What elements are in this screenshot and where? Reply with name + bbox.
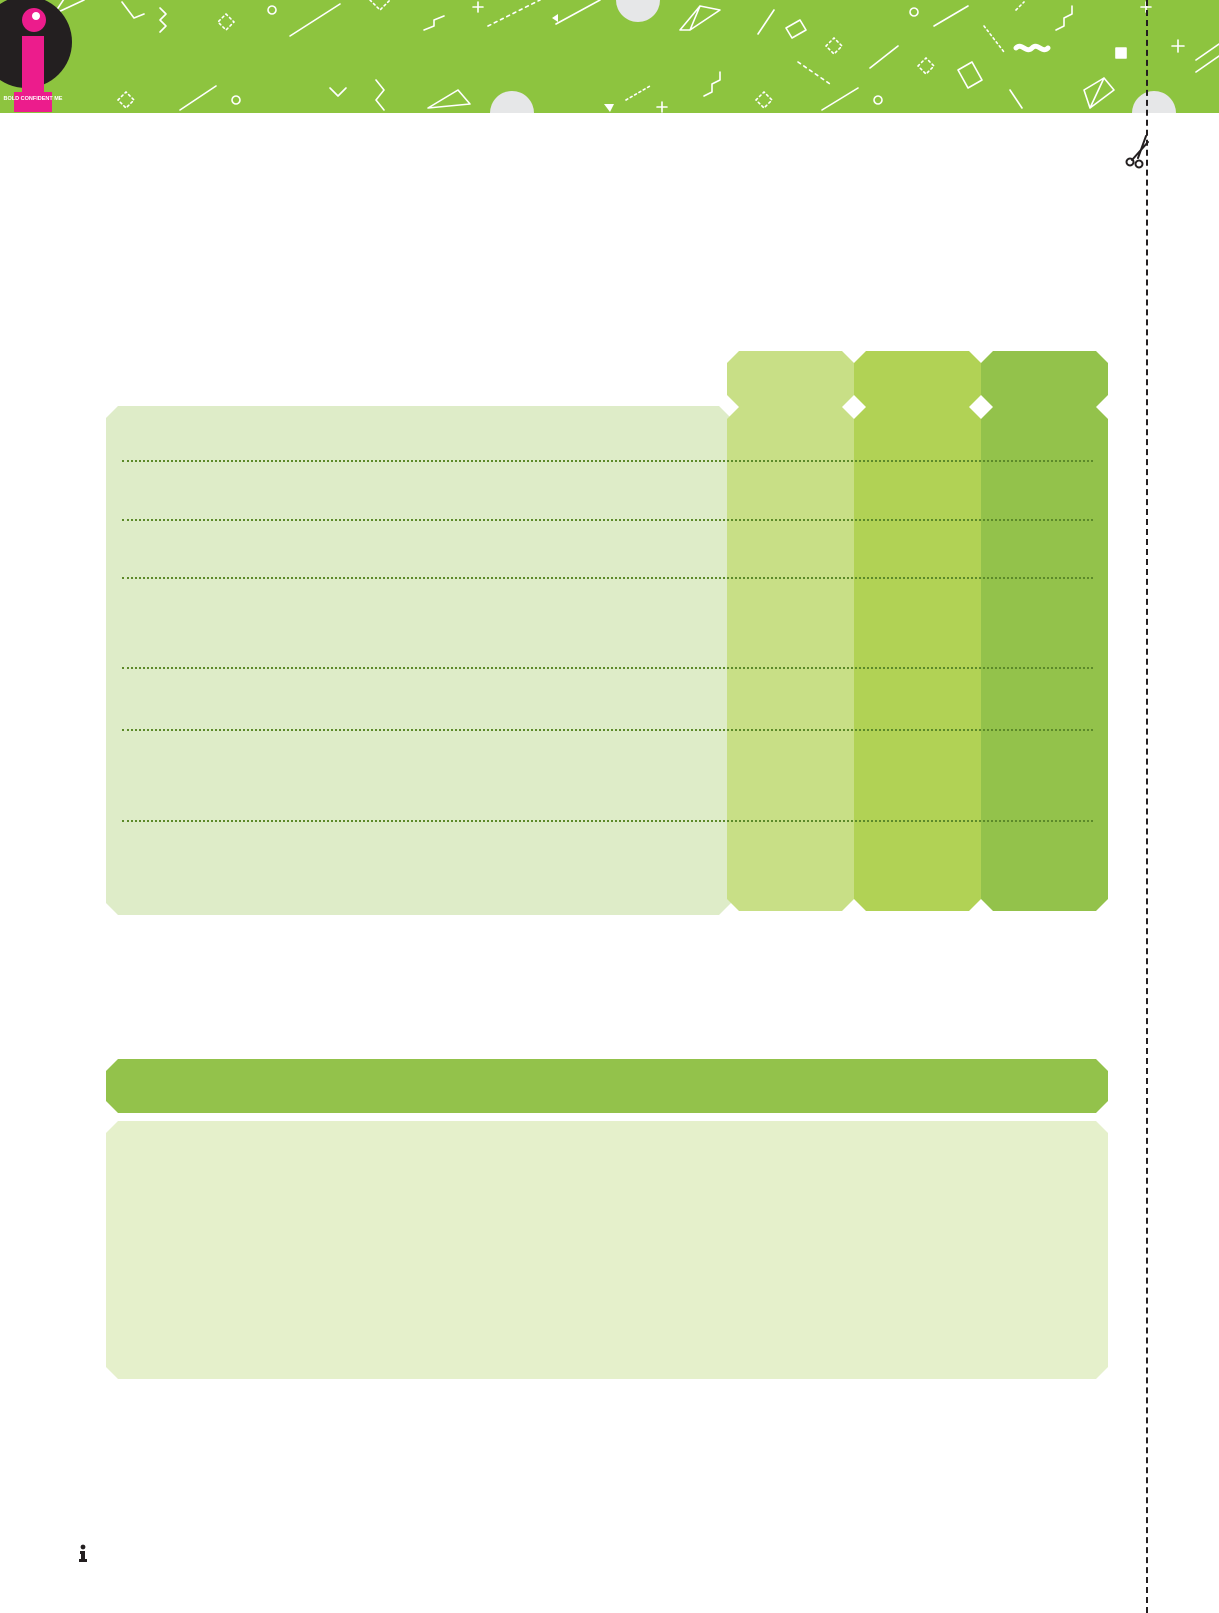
logo-tagline: BOLD CONFIDENT ME [4,96,63,102]
rating-row-divider [122,820,1093,822]
rating-column-2 [854,407,981,911]
header-banner [0,0,1219,113]
rating-column-tab-1 [727,351,854,407]
header-pattern [53,0,1219,113]
cut-line [1146,0,1148,1613]
notes-box [106,1121,1108,1379]
rating-panel [106,406,731,915]
rating-column-tab-2 [854,351,981,407]
rating-row-divider [122,729,1093,731]
rating-row-divider [122,460,1093,462]
rating-column-1 [727,407,854,911]
rating-column-tab-3 [981,351,1108,407]
rating-column-3 [981,407,1108,911]
scissors-icon [1125,135,1149,169]
rating-row-divider [122,577,1093,579]
info-i-icon [79,1544,87,1562]
notes-title-bar [106,1059,1108,1113]
rating-row-divider [122,667,1093,669]
rating-row-divider [122,519,1093,521]
logo: BOLD CONFIDENT ME [0,0,72,112]
